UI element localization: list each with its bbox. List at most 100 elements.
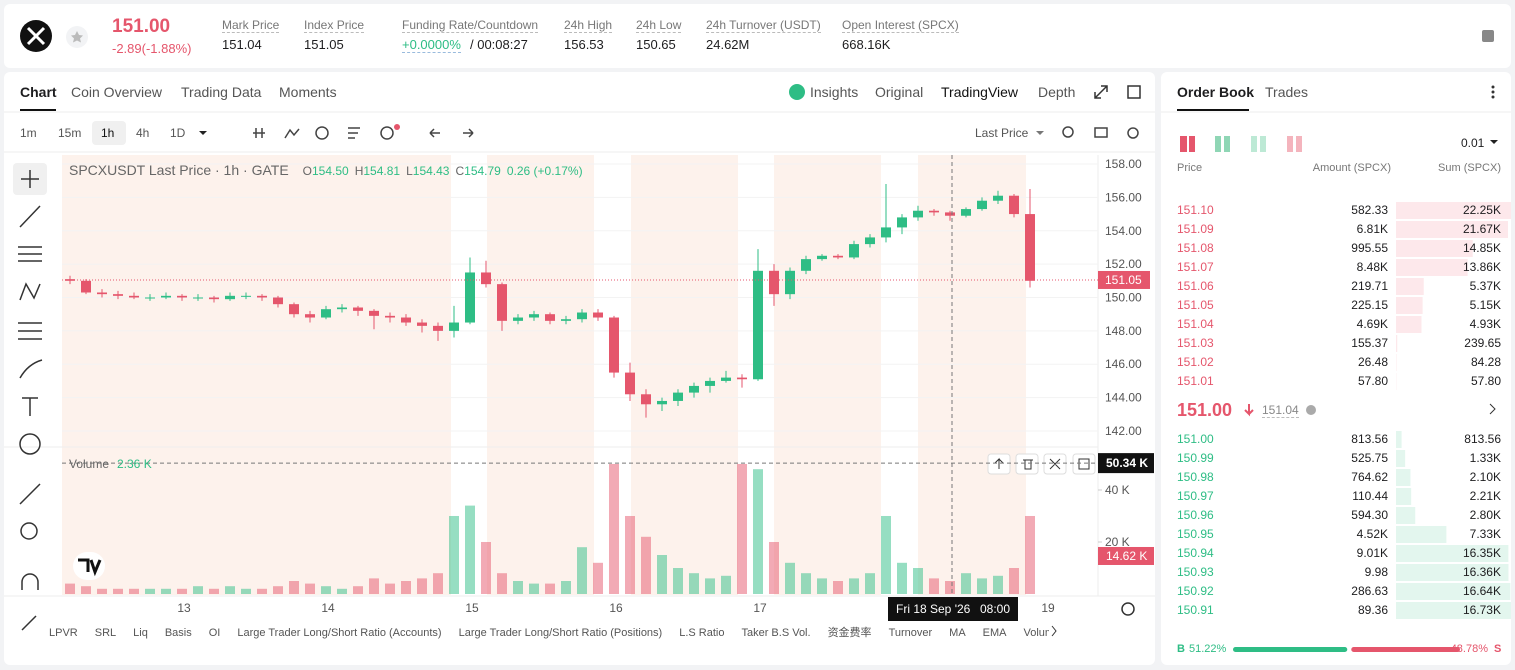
- indicator[interactable]: Turnover: [888, 627, 933, 639]
- add-icon[interactable]: [380, 126, 394, 140]
- candle-body: [97, 292, 107, 295]
- chart-settings-icon[interactable]: [1127, 127, 1139, 139]
- lock-tool[interactable]: [21, 615, 37, 631]
- screenshot-icon[interactable]: [1094, 127, 1108, 138]
- volume-bar: [753, 469, 763, 594]
- pattern-tool[interactable]: [19, 282, 41, 301]
- brush-tool[interactable]: [19, 359, 43, 379]
- book-sum: 813.56: [1464, 432, 1501, 446]
- indicator-icon[interactable]: [284, 128, 300, 139]
- tab[interactable]: Trading Data: [181, 84, 262, 100]
- indicator[interactable]: Large Trader Long/Short Ratio (Positions…: [458, 627, 663, 639]
- buy-key: B: [1177, 643, 1185, 655]
- indicator[interactable]: 资金费率: [827, 627, 872, 639]
- candle-body: [593, 312, 603, 318]
- template-icon[interactable]: [348, 127, 360, 139]
- measure-tool[interactable]: [19, 483, 41, 505]
- interval[interactable]: 4h: [136, 126, 150, 140]
- y-tick-label: 148.00: [1105, 324, 1142, 338]
- book-layout-both[interactable]: [1180, 136, 1195, 152]
- dropdown-arrow[interactable]: [199, 131, 207, 135]
- text-tool[interactable]: [22, 397, 38, 416]
- indicator[interactable]: OI: [208, 627, 221, 639]
- volume-bar: [641, 536, 651, 594]
- crosshair-tool[interactable]: [21, 170, 39, 188]
- indicator[interactable]: Volume: [1023, 627, 1049, 639]
- book-layout-asks-only[interactable]: [1287, 136, 1302, 152]
- tab[interactable]: Coin Overview: [71, 84, 163, 100]
- mid-arrow[interactable]: [1489, 403, 1496, 415]
- book-layout-bids[interactable]: [1215, 136, 1230, 152]
- book-sum: 2.10K: [1469, 470, 1501, 484]
- indicator[interactable]: Liq: [133, 627, 148, 639]
- volume-bar: [497, 573, 507, 594]
- book-price: 151.03: [1177, 336, 1214, 350]
- volume-bar: [593, 562, 603, 594]
- volume-bar: [705, 578, 715, 594]
- indicator[interactable]: Taker B.S Vol.: [741, 627, 811, 639]
- candle-body: [129, 295, 139, 298]
- candle-body: [977, 200, 987, 210]
- stat-value: 151.05: [304, 37, 344, 52]
- view-tab[interactable]: Original: [875, 84, 924, 100]
- x-tick-label: 14: [321, 601, 335, 615]
- settings-icon[interactable]: [1482, 30, 1494, 42]
- header: [4, 4, 1511, 68]
- menu-dot[interactable]: [1491, 95, 1495, 99]
- indicator[interactable]: Basis: [164, 627, 192, 639]
- depth-bar: [1396, 583, 1511, 600]
- tick-dropdown[interactable]: [1490, 140, 1498, 144]
- logo-mark: [26, 26, 46, 46]
- price-source[interactable]: Last Price: [975, 126, 1029, 140]
- book-tab[interactable]: Trades: [1265, 84, 1309, 100]
- legend-item: 154.79: [464, 164, 501, 178]
- candle-type-icon[interactable]: [253, 128, 265, 138]
- replay-icon[interactable]: [315, 126, 329, 140]
- fullscreen-icon[interactable]: [1094, 85, 1108, 99]
- emoji-tool[interactable]: [19, 433, 41, 455]
- candle-body: [257, 295, 267, 298]
- search-icon[interactable]: [1062, 126, 1074, 138]
- indicator[interactable]: SRL: [94, 627, 117, 639]
- menu-dot[interactable]: [1491, 90, 1495, 94]
- maximize-button[interactable]: [1072, 453, 1096, 475]
- fib-tool[interactable]: [18, 246, 42, 262]
- magnet-tool[interactable]: [21, 573, 39, 590]
- indicator[interactable]: Large Trader Long/Short Ratio (Accounts): [237, 627, 442, 639]
- projection-tool[interactable]: [18, 322, 42, 340]
- volume-bar: [785, 562, 795, 594]
- tab[interactable]: Moments: [279, 84, 337, 100]
- book-sum: 1.33K: [1469, 451, 1501, 465]
- axis-settings-icon[interactable]: [1121, 602, 1135, 616]
- indicator[interactable]: MA: [949, 627, 966, 639]
- view-tab[interactable]: Insights: [810, 84, 859, 100]
- volume-bar: [881, 515, 891, 594]
- volume-bar: [801, 573, 811, 594]
- book-tab[interactable]: Order Book: [1177, 84, 1255, 100]
- indicator[interactable]: L.S Ratio: [679, 627, 725, 639]
- view-tab[interactable]: TradingView: [941, 84, 1019, 100]
- interval[interactable]: 1D: [170, 126, 186, 140]
- indicator[interactable]: EMA: [982, 627, 1007, 639]
- indicators-scroll[interactable]: [1051, 625, 1057, 637]
- tab[interactable]: Chart: [20, 84, 57, 100]
- menu-dot[interactable]: [1491, 85, 1495, 89]
- book-sum: 16.35K: [1462, 546, 1501, 560]
- line-tool[interactable]: [19, 205, 41, 228]
- zoom-tool[interactable]: [20, 522, 38, 540]
- candle-body: [993, 195, 1003, 201]
- layout-icon[interactable]: [1127, 85, 1141, 99]
- delete-button[interactable]: [1015, 453, 1039, 475]
- interval[interactable]: 1m: [20, 126, 37, 140]
- interval[interactable]: 1h: [101, 126, 115, 140]
- redo-icon[interactable]: [463, 128, 474, 138]
- legend-item: 154.50: [312, 164, 349, 178]
- volume-bar: [561, 580, 571, 594]
- undo-icon[interactable]: [429, 128, 440, 138]
- indicator[interactable]: LPVR: [49, 627, 78, 639]
- tick-size[interactable]: 0.01: [1461, 136, 1485, 150]
- book-sum: 4.93K: [1469, 317, 1501, 331]
- view-tab[interactable]: Depth: [1038, 84, 1076, 100]
- interval[interactable]: 15m: [58, 126, 82, 140]
- book-layout-asks[interactable]: [1251, 136, 1266, 152]
